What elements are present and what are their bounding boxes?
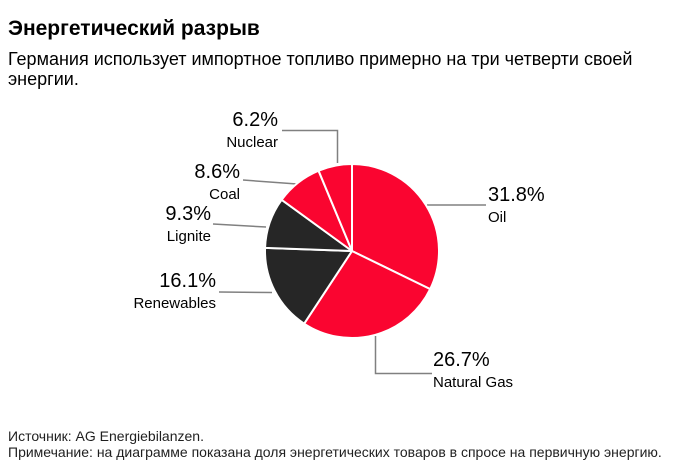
page-title: Энергетический разрыв	[8, 17, 260, 41]
pie-slice-natural-gas	[303, 250, 432, 339]
pie-slices	[264, 163, 440, 339]
leader-line-coal	[242, 179, 298, 185]
renewables-name-label: Renewables	[133, 295, 216, 312]
chart-footer: Источник: AG Energiebilanzen. Примечание…	[8, 428, 662, 460]
leader-line-lignite	[212, 223, 267, 228]
source-note: Источник: AG Energiebilanzen.	[8, 428, 204, 444]
renewables-value-label: 16.1%	[159, 270, 216, 292]
natural-gas-name-label: Natural Gas	[433, 374, 514, 391]
callout-coal: 8.6% Coal	[194, 162, 240, 203]
lignite-name-label: Lignite	[166, 228, 211, 245]
callout-natural-gas: 26.7% Natural Gas	[433, 350, 513, 391]
callout-oil: 31.8% Oil	[488, 185, 545, 226]
oil-value-label: 31.8%	[488, 184, 545, 206]
pie-slice-nuclear	[317, 163, 353, 252]
callout-renewables: 16.1% Renewables	[133, 271, 216, 312]
natural-gas-value-label: 26.7%	[433, 349, 490, 371]
chart-subtitle: Германия использует импортное топливо пр…	[8, 49, 633, 89]
coal-value-label: 8.6%	[194, 161, 240, 183]
nuclear-name-label: Nuclear	[226, 134, 278, 151]
pie-slice-renewables	[264, 246, 353, 325]
leader-lines	[212, 129, 486, 375]
pie-slice-oil	[351, 163, 440, 291]
lignite-value-label: 9.3%	[165, 203, 211, 225]
oil-name-label: Oil	[488, 209, 507, 226]
callout-lignite: 9.3% Lignite	[165, 204, 211, 245]
leader-line-renewables	[218, 291, 273, 294]
callout-nuclear: 6.2% Nuclear	[226, 110, 278, 151]
leader-line-natural-gas	[374, 336, 432, 375]
leader-line-nuclear	[282, 129, 339, 163]
coal-name-label: Coal	[209, 186, 240, 203]
methodology-note: Примечание: на диаграмме показана доля э…	[8, 444, 662, 460]
nuclear-value-label: 6.2%	[232, 109, 278, 131]
